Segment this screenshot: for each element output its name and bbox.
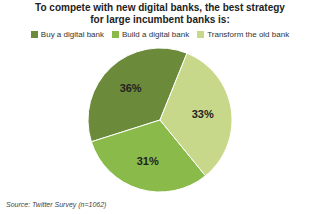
svg-text:31%: 31%	[137, 155, 159, 167]
html-text:Source: Twitter Survey (n=1062: Source: Twitter Survey (n=1062)	[6, 201, 107, 208]
html-text:Transform the old bank: Transform the old bank	[207, 29, 290, 39]
svg-text:36%: 36%	[120, 82, 142, 94]
html-text:Buy a digital bank: Buy a digital bank	[40, 29, 104, 39]
html-text:Build a digital bank: Build a digital bank	[122, 29, 190, 39]
svg-text:33%: 33%	[192, 108, 214, 120]
html-text:To compete with new digital ba: To compete with new digital banks, the b…	[35, 2, 285, 13]
html-text:for large incumbent banks is:: for large incumbent banks is:	[90, 14, 230, 25]
